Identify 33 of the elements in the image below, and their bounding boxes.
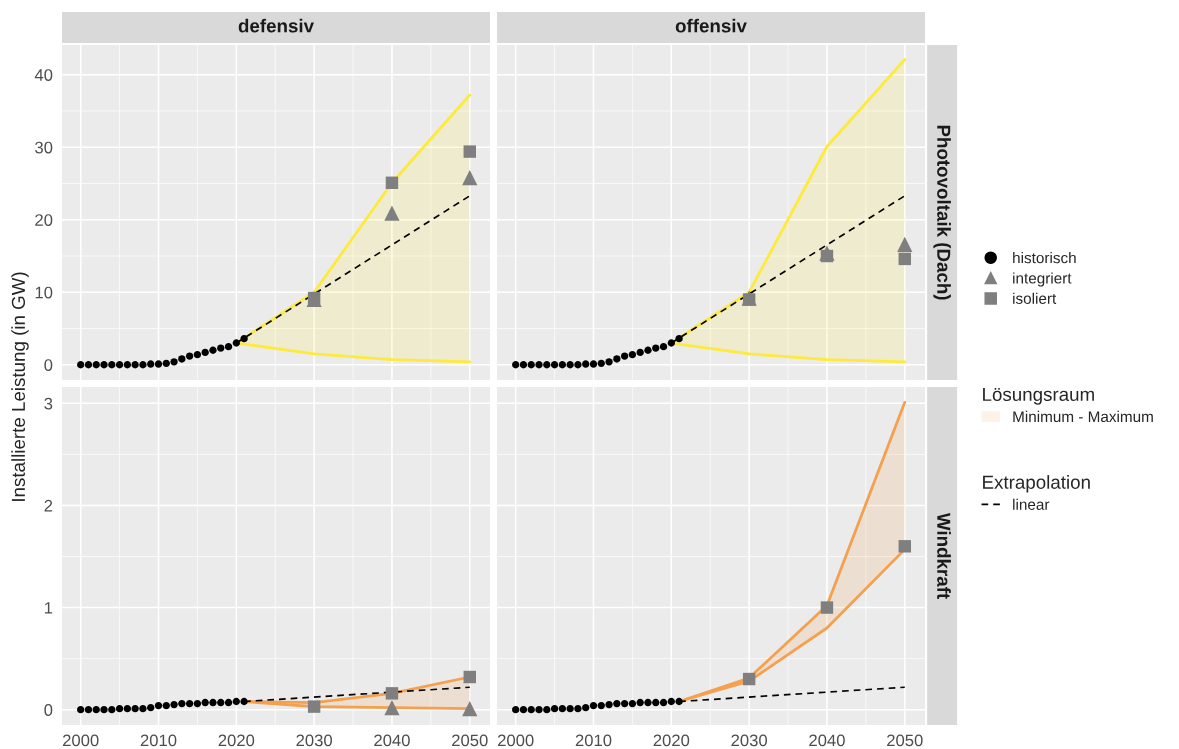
x-tick-label: 2030 [296,734,333,747]
y-tick-label: 2 [44,499,53,512]
y2-axis-title: Windkraft [937,512,951,599]
legend-title: Lösungsraum [983,387,1094,405]
y-tick-label: 30 [35,141,53,154]
legend-label: historisch [1013,252,1076,264]
legend-label: integriert [1013,272,1072,287]
x-tick-label: 2020 [653,734,690,747]
chart-title: offensiv [675,18,747,33]
y-axis-title: Installierte Leistung (in GW) [11,272,29,501]
legend-label: linear [1013,498,1050,510]
x-tick-label: 2010 [140,734,177,747]
y-tick-label: 40 [34,69,53,81]
x-tick-label: 2020 [218,734,255,747]
legend-label: isoliert [1013,292,1057,304]
legend-label: Minimum - Maximum [1013,410,1153,423]
y-tick-label: 0 [44,704,53,716]
x-tick-label: 2040 [374,734,410,747]
x-tick-label: 2000 [497,734,534,747]
y-tick-label: 0 [44,359,53,371]
y-tick-label: 3 [44,397,53,410]
y2-axis-title: Photovoltaik (Dach) [933,125,951,300]
x-tick-label: 2030 [731,734,768,747]
y-tick-label: 20 [35,214,53,226]
text: Extrapolation [983,475,1090,493]
y-tick-label: 1 [44,602,53,614]
chart-title: defensiv [238,18,314,33]
x-tick-label: 2010 [575,734,612,747]
x-tick-label: 2050 [887,734,923,747]
x-tick-label: 2050 [452,734,488,747]
x-tick-label: 2040 [809,734,845,747]
y-tick-label: 10 [35,286,53,299]
x-tick-label: 2000 [62,734,99,747]
